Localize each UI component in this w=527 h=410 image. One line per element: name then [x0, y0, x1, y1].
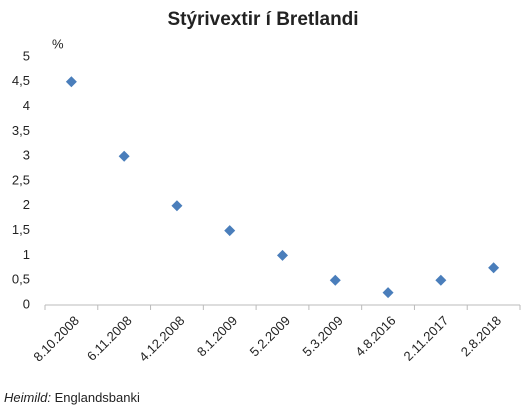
source-text: Englandsbanki	[55, 390, 140, 405]
y-tick-label: 4,5	[12, 73, 30, 88]
point	[329, 274, 341, 286]
y-tick-label: 3,5	[12, 123, 30, 138]
y-tick-label: 3	[23, 148, 30, 163]
point	[65, 76, 77, 88]
x-tick-label: 8.1.2009	[194, 313, 240, 359]
point	[382, 287, 394, 299]
y-tick-label: 5	[23, 48, 30, 63]
x-tick-label: 2.8.2018	[458, 313, 504, 359]
x-tick-label: 6.11.2008	[84, 313, 135, 364]
x-tick-label: 4.12.2008	[136, 313, 188, 365]
y-tick-label: 0,5	[12, 272, 30, 287]
point	[171, 200, 183, 212]
y-tick-label: 0	[23, 296, 30, 311]
x-tick-label: 2.11.2017	[401, 313, 452, 364]
chart-title: Stýrivextir í Bretlandi	[167, 9, 358, 30]
y-axis-label: %	[52, 36, 64, 51]
source-label: Heimild:	[4, 390, 51, 405]
y-tick-label: 1	[23, 247, 30, 262]
source: Heimild: Englandsbanki	[4, 390, 140, 405]
y-tick-label: 4	[23, 98, 30, 113]
point	[488, 262, 500, 274]
point	[118, 150, 130, 162]
point	[224, 225, 236, 237]
y-tick-label: 1,5	[12, 222, 30, 237]
y-tick-label: 2	[23, 197, 30, 212]
point	[435, 274, 447, 286]
x-tick-label: 5.2.2009	[247, 313, 293, 359]
x-tick-label: 5.3.2009	[299, 313, 345, 359]
x-tick-label: 8.10.2008	[30, 313, 82, 365]
point	[277, 249, 288, 261]
y-tick-label: 2,5	[12, 172, 30, 187]
x-tick-label: 4.8.2016	[352, 313, 398, 359]
